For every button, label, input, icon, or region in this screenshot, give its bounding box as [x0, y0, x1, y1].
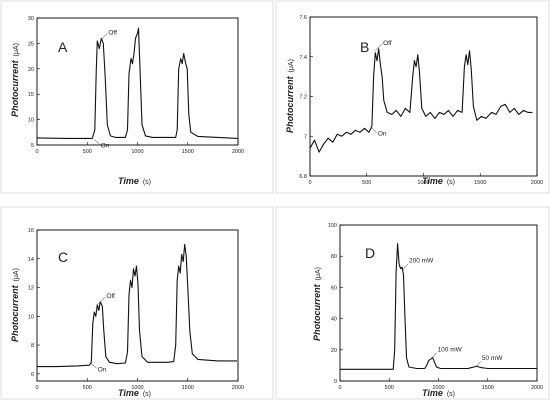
x-axis-label: Time (s)	[422, 176, 455, 186]
y-tick-label: 15	[28, 92, 34, 98]
annotation-leader	[93, 139, 100, 145]
x-axis-label: Time (s)	[422, 388, 455, 398]
annotation-leader	[431, 352, 437, 359]
y-tick-label: 0	[334, 379, 337, 385]
panel-c: 0 500 1000 1500 2000 6 8 10 12 14 16 Time (s) Photocu…	[0, 206, 274, 400]
x-axis-unit: (s)	[143, 391, 151, 398]
x-tick-label: 0	[35, 385, 38, 391]
panel-frame	[275, 206, 550, 400]
annotation-label: On	[378, 130, 387, 137]
panel-letter: C	[58, 249, 68, 265]
x-tick-label: 1500	[182, 385, 194, 391]
y-axis-label: Photocurrent(μA)	[10, 43, 20, 117]
panel-frame	[275, 0, 550, 194]
x-tick-label: 1500	[182, 149, 194, 155]
y-tick-label: 20	[28, 67, 34, 73]
x-tick-label: 1000	[131, 149, 143, 155]
y-axis-unit: (μA)	[315, 267, 322, 280]
annotation-leader	[402, 263, 409, 270]
y-tick-label: 7.6	[299, 15, 307, 21]
y-axis-unit: (μA)	[13, 43, 20, 56]
y-axis-label: Photocurrent(μA)	[285, 59, 295, 133]
annotation-leader	[374, 43, 383, 51]
x-tick-label: 500	[83, 385, 92, 391]
x-tick-label: 2000	[232, 385, 244, 391]
y-tick-label: 14	[28, 257, 34, 263]
annotation-leader	[370, 127, 378, 133]
y-tick-label: 12	[28, 286, 34, 292]
plot-area	[309, 16, 538, 177]
plot-area	[36, 17, 239, 146]
y-tick-label: 7.4	[299, 55, 307, 61]
x-axis-unit: (s)	[143, 179, 151, 186]
x-tick-label: 1500	[482, 385, 494, 391]
y-tick-label: 16	[28, 228, 34, 234]
x-tick-label: 0	[308, 180, 311, 186]
x-axis-label: Time (s)	[118, 388, 151, 398]
annotation-label: Off	[108, 29, 117, 36]
y-tick-label: 100	[328, 223, 337, 229]
annotation-label: On	[101, 142, 110, 149]
y-tick-label: 7	[304, 134, 307, 140]
x-tick-label: 500	[385, 385, 394, 391]
x-axis-unit: (s)	[447, 179, 455, 186]
y-tick-label: 40	[331, 317, 337, 323]
x-tick-label: 500	[362, 180, 371, 186]
series-line	[36, 27, 239, 139]
y-tick-label: 5	[31, 143, 34, 149]
y-tick-label: 7.2	[299, 95, 307, 101]
y-tick-label: 60	[331, 285, 337, 291]
panel-letter: A	[58, 39, 68, 55]
x-tick-label: 2000	[232, 149, 244, 155]
y-tick-label: 6	[31, 372, 34, 378]
y-tick-label: 8	[31, 343, 34, 349]
annotation-label: 100 mW	[438, 347, 463, 354]
series-line	[309, 48, 533, 153]
y-axis-unit: (μA)	[13, 268, 20, 281]
y-tick-label: 30	[28, 16, 34, 22]
y-tick-label: 10	[28, 118, 34, 124]
x-tick-label: 2000	[531, 180, 543, 186]
panel-b: 0 500 1000 1500 2000 6.8 7 7.2 7.4 7.6 Time (s) Phot…	[275, 0, 550, 194]
annotation-label: 200 mW	[409, 258, 434, 265]
panel-frame	[0, 206, 274, 400]
y-axis-label: Photocurrent(μA)	[312, 267, 322, 341]
y-tick-label: 25	[28, 41, 34, 47]
panel-frame	[0, 0, 274, 194]
x-tick-label: 1500	[474, 180, 486, 186]
x-axis-label: Time (s)	[118, 176, 151, 186]
x-tick-label: 1000	[131, 385, 143, 391]
y-axis-label: Photocurrent(μA)	[10, 268, 20, 342]
annotation-label: On	[98, 366, 107, 373]
y-tick-label: 10	[28, 314, 34, 320]
panel-a: 0 500 1000 1500 2000 5 10 15 20 25 30 Time (s) Photoc…	[0, 0, 274, 194]
y-axis-unit: (μA)	[288, 59, 295, 72]
x-tick-label: 0	[338, 385, 341, 391]
annotation-label: Off	[106, 293, 115, 300]
y-tick-label: 20	[331, 348, 337, 354]
panel-letter: D	[365, 245, 375, 261]
y-tick-label: 6.8	[299, 174, 307, 180]
x-tick-label: 1000	[417, 180, 429, 186]
x-tick-label: 2000	[531, 385, 543, 391]
annotation-leader	[90, 363, 97, 369]
annotation-leader	[98, 296, 106, 305]
x-tick-label: 1000	[432, 385, 444, 391]
y-tick-label: 80	[331, 254, 337, 260]
annotation-label: Off	[383, 40, 392, 47]
annotation-leader	[100, 33, 108, 41]
series-line	[37, 243, 237, 368]
panel-d: 0 500 1000 1500 2000 0 20 40 60 80 100 Time (s) Photo…	[275, 206, 550, 400]
x-tick-label: 500	[83, 149, 92, 155]
annotation-leader	[475, 361, 482, 368]
annotation-label: 50 mW	[482, 355, 503, 362]
x-axis-unit: (s)	[447, 391, 455, 398]
panel-letter: B	[360, 39, 369, 55]
x-tick-label: 0	[35, 149, 38, 155]
